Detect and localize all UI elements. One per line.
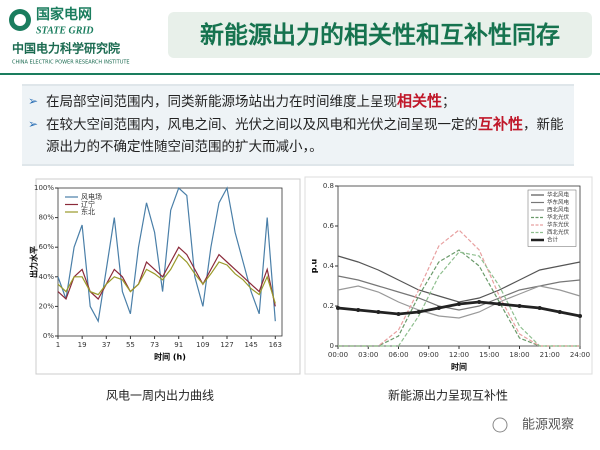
bullet-text: ；: [442, 94, 456, 110]
bullet-box: 在局部空间范围内，同类新能源场站出力在时间维度上呈现相关性； 在较大空间范围内，…: [22, 84, 574, 166]
y-tick-label: 0.6: [323, 222, 335, 230]
x-tick-label: 24:00: [570, 351, 590, 359]
y-tick-label: 0.8: [323, 182, 334, 190]
x-tick-label: 19: [78, 341, 87, 349]
series-marker: [517, 304, 522, 308]
series-marker: [356, 308, 361, 312]
x-tick-label: 09:00: [419, 351, 439, 359]
x-tick-label: 37: [102, 341, 111, 349]
plot-area: [57, 187, 283, 337]
watermark: 能源观察: [522, 418, 574, 433]
series-marker: [416, 310, 421, 314]
legend-label: 华北光伏: [547, 213, 570, 221]
series-marker: [436, 306, 441, 310]
series-marker: [336, 306, 340, 310]
y-tick-label: 0.4: [323, 262, 335, 270]
highlight: 相关性: [397, 92, 443, 110]
legend-label: 风电场: [81, 192, 102, 201]
x-tick-label: 03:00: [358, 351, 378, 359]
caption: 风电一周内出力曲线: [106, 389, 214, 403]
series-line: [337, 285, 581, 319]
x-tick-label: 55: [126, 341, 135, 349]
legend-label: 西北光伏: [547, 228, 570, 236]
legend-label: 华东风电: [547, 198, 570, 206]
y-tick-label: 0: [330, 342, 334, 350]
legend-label: 华北风电: [547, 191, 570, 199]
x-tick-label: 18:00: [509, 351, 529, 359]
bullet-text: ，新能源出力的不确定性随空间范围的扩大而减小，。: [46, 117, 564, 155]
bullet-text: 在较大空间范围内，风电之间、光伏之间以及风电和光伏之间呈现一定的: [46, 117, 478, 133]
y-tick-label: 100%: [34, 184, 54, 192]
series-line: [57, 246, 276, 307]
series-marker: [578, 314, 582, 318]
bullet-text: 在局部空间范围内，同类新能源场站出力在时间维度上呈现: [46, 94, 397, 110]
y-tick-label: 20%: [38, 302, 54, 310]
title-box: [168, 12, 592, 58]
y-tick-label: 60%: [38, 243, 54, 251]
legend-label: 东北: [81, 207, 95, 216]
x-tick-label: 127: [220, 341, 233, 349]
x-tick-label: 91: [174, 341, 183, 349]
y-tick-label: 0.2: [323, 302, 334, 310]
legend-label: 辽宁: [81, 200, 95, 209]
legend-label: 合计: [547, 236, 559, 244]
series-marker: [497, 302, 502, 306]
institute-en: CHINA ELECTRIC POWER RESEARCH INSTITUTE: [12, 60, 130, 66]
y-tick-label: 0%: [43, 332, 54, 340]
logo-cn: 国家电网: [36, 6, 92, 23]
bullet: 在较大空间范围内，风电之间、光伏之间以及风电和光伏之间呈现一定的互补性，新能源出…: [28, 113, 568, 158]
x-tick-label: 00:00: [328, 351, 348, 359]
logo-en: STATE GRID: [36, 25, 94, 36]
x-tick-label: 15:00: [479, 351, 499, 359]
series-marker: [376, 310, 381, 314]
series-marker: [557, 310, 562, 314]
x-tick-label: 21:00: [540, 351, 560, 359]
series-marker: [477, 300, 482, 304]
x-tick-label: 109: [196, 341, 209, 349]
x-axis-label: 时间 (h): [154, 352, 186, 362]
bullet: 在局部空间范围内，同类新能源场站出力在时间维度上呈现相关性；: [28, 90, 568, 113]
series-line: [338, 251, 580, 347]
highlight: 互补性: [478, 115, 524, 133]
y-axis-label: p.u: [310, 258, 319, 273]
x-tick-label: 06:00: [388, 351, 408, 359]
slide-title: 新能源出力的相关性和互补性同存: [200, 21, 560, 49]
institute-cn: 中国电力科学研究院: [12, 41, 120, 56]
series-marker: [537, 306, 542, 310]
x-axis-label: 时间: [451, 362, 467, 372]
x-tick-label: 73: [150, 341, 159, 349]
series-line: [57, 253, 276, 304]
series-marker: [396, 312, 401, 316]
y-axis-label: 出力水平: [29, 246, 39, 278]
series-marker: [457, 302, 461, 306]
caption: 新能源出力呈现互补性: [388, 388, 508, 403]
watermark-icon: [492, 417, 508, 433]
legend-label: 西北风电: [547, 206, 570, 214]
x-tick-label: 163: [269, 341, 282, 349]
series-line: [57, 186, 276, 324]
legend-box: [527, 189, 577, 247]
y-tick-label: 40%: [38, 273, 54, 281]
x-tick-label: 145: [244, 341, 257, 349]
x-tick-label: 1: [56, 341, 60, 349]
legend-label: 华东光伏: [547, 221, 570, 229]
x-tick-label: 12:00: [449, 351, 469, 359]
logo-icon: [14, 14, 26, 26]
y-tick-label: 80%: [38, 214, 54, 222]
